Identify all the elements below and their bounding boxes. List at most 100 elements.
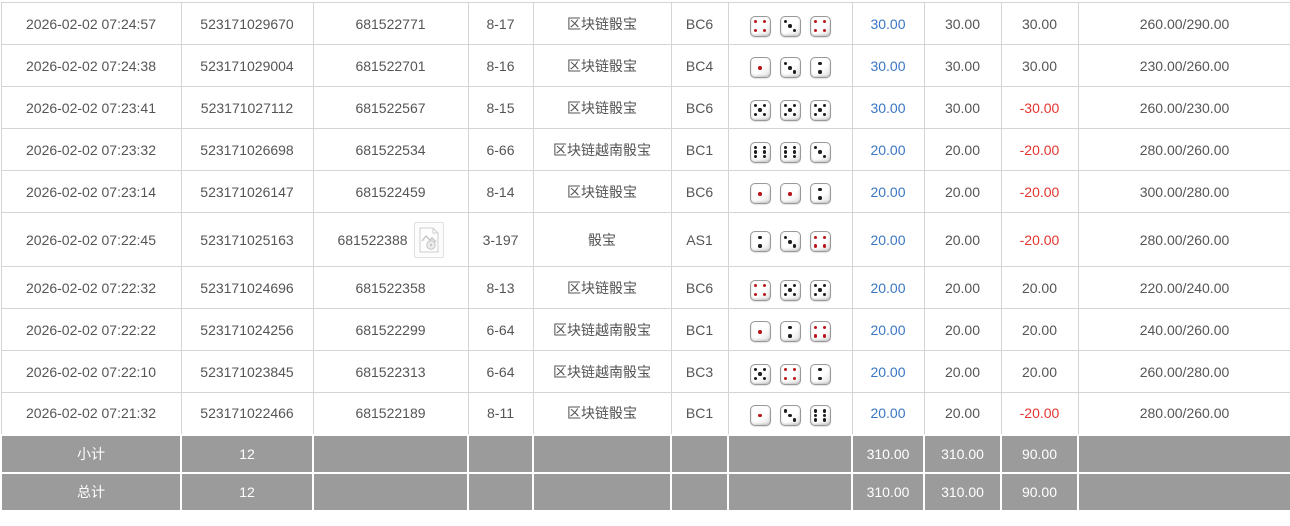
cell-round-number: 8-17 <box>467 2 534 45</box>
die-pip <box>792 292 797 297</box>
die-pip <box>792 108 796 112</box>
die-pip <box>792 288 796 292</box>
cell-bet-amount: 30.00 <box>851 2 925 45</box>
die-pip <box>758 28 762 32</box>
cell-game-name: 区块链越南骰宝 <box>532 350 672 393</box>
die-pip <box>788 112 792 116</box>
die-pip <box>758 372 762 376</box>
die-pip <box>758 108 762 112</box>
cell-valid-bet: 20.00 <box>923 308 1002 351</box>
bet-amount-link[interactable]: 20.00 <box>870 405 906 422</box>
die-pip <box>788 66 792 70</box>
cell-bet-id: 681522534 <box>312 128 469 171</box>
die-pip <box>792 103 797 108</box>
die-pip <box>753 150 758 154</box>
die-pip <box>758 154 762 158</box>
die-pip <box>818 334 822 338</box>
die-pip <box>753 376 758 381</box>
bet-amount-link[interactable]: 30.00 <box>870 15 906 32</box>
table-row: 2026-02-02 07:24:57 523171029670 681522771… <box>0 2 1290 45</box>
cell-round-number: 8-15 <box>467 86 534 129</box>
die-pip <box>753 145 758 150</box>
cell-order-id: 523171029004 <box>180 44 314 87</box>
die-pip <box>813 283 818 288</box>
die-pip <box>753 112 758 117</box>
bet-amount-link[interactable]: 20.00 <box>870 321 906 338</box>
cell-bet-amount: 20.00 <box>851 266 925 309</box>
summary-empty <box>313 433 469 474</box>
die-pip <box>822 413 827 418</box>
die-pip <box>788 376 792 380</box>
bet-amount-link[interactable]: 30.00 <box>870 99 906 116</box>
die-pip <box>822 330 826 334</box>
cell-dice-result <box>727 392 853 435</box>
table-row: 2026-02-02 07:22:22 523171024256 681522299… <box>0 308 1290 351</box>
cell-dice-result <box>727 128 853 171</box>
bet-amount-link[interactable]: 30.00 <box>870 57 906 74</box>
summary-empty <box>728 433 853 474</box>
die-pip <box>788 240 792 244</box>
cell-table-code: BC6 <box>670 266 729 309</box>
die-pip <box>818 376 822 381</box>
cell-bet-time: 2026-02-02 07:23:14 <box>0 170 182 213</box>
die-pip <box>814 376 818 380</box>
die-pip <box>822 24 826 28</box>
cell-table-code: BC1 <box>670 392 729 435</box>
cell-order-id: 523171029670 <box>180 2 314 45</box>
bet-amount-link[interactable]: 20.00 <box>870 231 906 248</box>
die-pip <box>813 409 818 413</box>
die-pip <box>762 292 767 297</box>
die-pip <box>762 70 766 74</box>
cell-win-loss: 20.00 <box>1000 266 1079 309</box>
cell-bet-time: 2026-02-02 07:21:32 <box>0 392 182 435</box>
summary-label: 小计 <box>0 433 182 474</box>
die-pip <box>783 19 788 24</box>
bet-amount-link[interactable]: 20.00 <box>870 363 906 380</box>
cell-order-id: 523171024256 <box>180 308 314 351</box>
die-pip <box>814 196 818 200</box>
bet-amount-link[interactable]: 20.00 <box>870 141 906 158</box>
die-pip <box>814 70 818 74</box>
die-pip <box>822 70 826 74</box>
cell-bet-time: 2026-02-02 07:22:45 <box>0 212 182 267</box>
die-icon <box>779 15 801 37</box>
die-pip <box>783 367 788 372</box>
dice-result-group <box>749 15 831 37</box>
die-pip <box>822 103 827 108</box>
die-pip <box>788 418 792 422</box>
die-icon <box>749 363 771 385</box>
die-pip <box>788 325 792 330</box>
die-pip <box>822 288 826 292</box>
die-pip <box>818 61 822 66</box>
cell-bet-time: 2026-02-02 07:22:10 <box>0 350 182 393</box>
bet-amount-link[interactable]: 20.00 <box>870 183 906 200</box>
cell-order-id: 523171024696 <box>180 266 314 309</box>
die-pip <box>818 70 822 74</box>
die-pip <box>818 418 822 422</box>
win-loss-value: -20.00 <box>1019 141 1060 158</box>
die-pip <box>822 418 827 422</box>
die-pip <box>762 196 766 200</box>
die-pip <box>792 413 796 417</box>
summary-win-loss-sum: 90.00 <box>1001 433 1079 474</box>
summary-empty <box>671 433 729 474</box>
die-pip <box>762 28 767 33</box>
summary-empty <box>313 471 469 512</box>
die-pip <box>822 196 826 200</box>
cell-round-number: 6-64 <box>467 350 534 393</box>
die-pip <box>762 103 767 108</box>
die-pip <box>818 108 822 112</box>
dice-result-group <box>749 57 831 79</box>
die-pip <box>762 372 766 376</box>
die-pip <box>792 154 797 159</box>
die-pip <box>792 244 797 248</box>
die-pip <box>783 376 788 381</box>
die-pip <box>822 325 827 330</box>
cell-game-name: 区块链骰宝 <box>532 170 672 213</box>
die-pip <box>813 418 818 422</box>
die-pip <box>758 192 762 196</box>
cell-bet-amount: 20.00 <box>851 212 925 267</box>
die-pip <box>792 372 796 376</box>
dice-result-group <box>749 321 831 343</box>
bet-amount-link[interactable]: 20.00 <box>870 279 906 296</box>
